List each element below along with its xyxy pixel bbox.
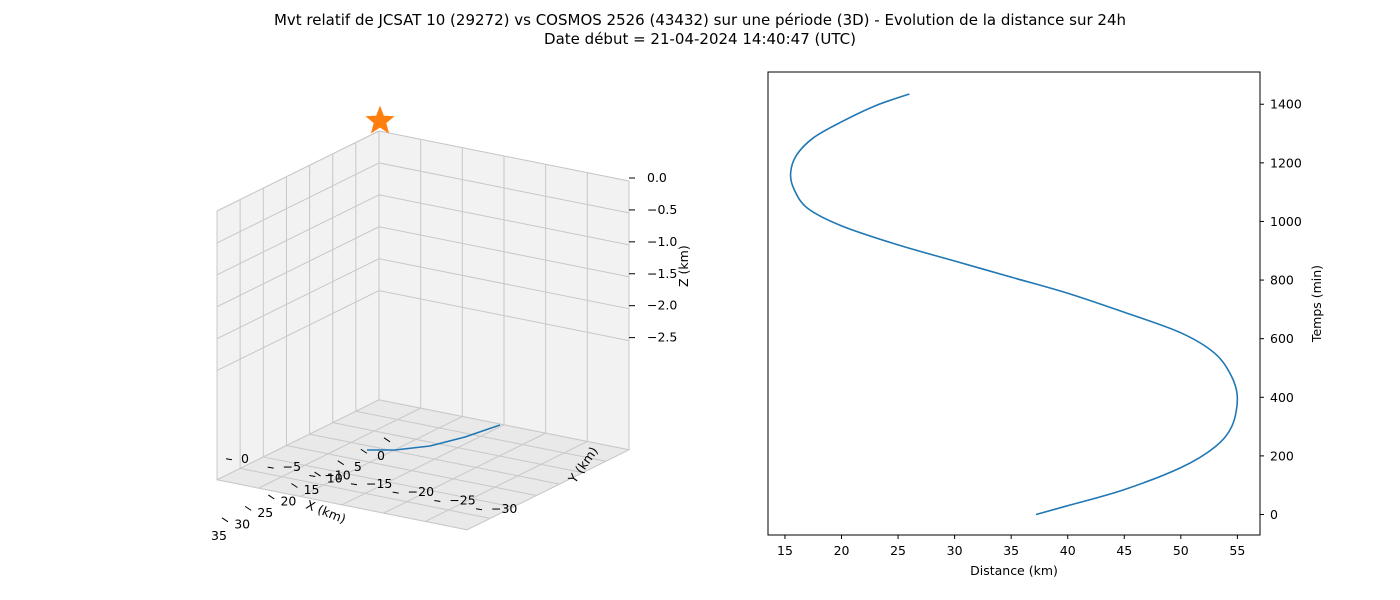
grid-line-z-left [216,290,380,372]
x-tick-mark-3d [244,505,252,511]
series-2d [789,93,1239,516]
grid-line-y-floor [258,407,421,489]
x-tick-label: 50 [1173,543,1189,558]
x-tick-mark-3d [337,460,344,466]
y-tick-label: 600 [1270,331,1294,346]
grid-line-z-back [378,194,630,246]
y-tick-mark-3d [392,491,399,494]
z-axis-label-3d: Z (km) [676,245,691,287]
x-tick-label-3d: 10 [327,471,343,486]
y-tick-label: 1200 [1270,155,1302,170]
y-ticks: 0 200 400 600 800 1000 1200 1400 [1260,97,1302,522]
y-tick-mark-3d [267,466,274,469]
grid-line-y-floor [216,399,380,481]
x-tick-label-3d: 35 [211,528,227,543]
x-tick-label-3d: 30 [234,516,250,531]
y-tick-label-3d: −20 [408,484,434,499]
x-tick-label: 35 [1003,543,1019,558]
y-tick-mark-3d [350,483,358,486]
distance-line [789,93,1239,516]
grid-line-y-floor [425,441,588,522]
x-tick-label: 20 [834,543,850,558]
figure-subtitle: Date début = 21-04-2024 14:40:47 (UTC) [544,30,856,48]
grid-line-z-back [378,130,630,182]
star-marker [365,105,395,134]
x-tick-label: 45 [1116,543,1132,558]
y-tick-mark-3d [434,499,441,502]
z-tick-label-3d: −1.5 [647,266,677,281]
x-tick-mark-3d [360,448,368,454]
grid-line-y-floor [383,432,546,514]
x-tick-label: 25 [890,543,906,558]
grid-line-z-back [378,226,630,278]
grid-line-z-left [216,130,380,212]
trajectory-line [367,424,501,451]
x-tick-mark-3d [383,437,391,443]
chart-3d-trajectory: 051015202530350−5−10−15−20−25−300.0−0.5−… [211,105,691,543]
z-tick-label-3d: −2.5 [647,330,677,345]
y-tick-label-3d: −5 [283,459,301,474]
grid-line-z-left [216,258,380,340]
y-tick-mark-3d [475,508,483,511]
x-tick-mark-3d [291,483,298,488]
grid-line-z-left [216,194,380,276]
x-tick-mark-3d [221,517,229,523]
y-tick-label-3d: −15 [366,476,392,491]
x-tick-mark-3d [314,471,321,477]
y-tick-mark-3d [225,458,233,461]
x-tick-label: 30 [947,543,963,558]
chart-distance-vs-time: 15 20 25 30 35 40 45 50 55 0 200 400 600 800 1000 1200… [767,71,1324,578]
series-3d [365,105,501,451]
z-tick-label-3d: −1.0 [647,234,677,249]
x-ticks: 15 20 25 30 35 40 45 50 55 [777,535,1245,558]
grid-line-z-back [378,162,630,214]
y-tick-label: 200 [1270,448,1294,463]
y-tick-label: 1400 [1270,97,1302,112]
x-tick-label: 40 [1060,543,1076,558]
z-tick-label-3d: −0.5 [647,202,677,217]
z-tick-label-3d: −2.0 [647,298,677,313]
x-tick-label: 55 [1229,543,1245,558]
z-tick-label-3d: 0.0 [647,170,667,185]
x-tick-mark-3d [268,494,275,500]
grid-line-z-left [216,226,380,308]
grid-line-y-floor [341,424,505,506]
x-tick-label-3d: 15 [304,482,320,497]
grid-line-y-floor [466,449,630,531]
y-tick-label-3d: −25 [449,492,475,507]
y-tick-label: 0 [1270,507,1278,522]
x-tick-label-3d: 25 [257,505,273,520]
grid-line-y-floor [300,416,463,497]
y-tick-mark-3d [309,474,316,477]
y-axis-label: Temps (min) [1309,265,1324,343]
grid-3d [216,130,630,531]
x-tick-label: 15 [777,543,793,558]
y-tick-label-3d: 0 [241,451,249,466]
y-tick-label: 400 [1270,390,1294,405]
x-tick-label-3d: 0 [377,448,385,463]
grid-line-z-left [216,162,380,244]
x-tick-label-3d: 20 [280,494,296,509]
x-tick-label-3d: 5 [354,459,362,474]
plot-frame [767,71,1261,536]
y-tick-label: 800 [1270,273,1294,288]
grid-line-z-back [378,290,630,342]
x-axis-label: Distance (km) [970,563,1058,578]
y-tick-label-3d: −10 [324,467,350,482]
axes-3d: 051015202530350−5−10−15−20−25−300.0−0.5−… [211,170,677,543]
figure-title: Mvt relatif de JCSAT 10 (29272) vs COSMO… [274,11,1126,29]
y-tick-label-3d: −30 [491,501,517,516]
grid-line-z-back [378,258,630,310]
y-tick-label: 1000 [1270,214,1302,229]
